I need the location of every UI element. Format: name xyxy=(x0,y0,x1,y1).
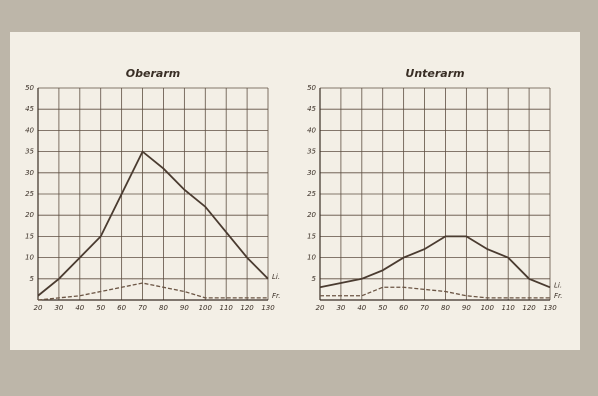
x-tick-label: 130 xyxy=(261,304,275,312)
y-tick-label: 15 xyxy=(307,232,316,240)
x-tick-label: 60 xyxy=(399,304,408,312)
y-tick-label: 20 xyxy=(25,211,34,219)
y-tick-label: 45 xyxy=(25,105,34,113)
x-tick-label: 60 xyxy=(117,304,126,312)
x-tick-label: 110 xyxy=(501,304,515,312)
y-tick-label: 50 xyxy=(307,84,316,92)
x-tick-label: 120 xyxy=(240,304,254,312)
x-tick-label: 80 xyxy=(441,304,450,312)
chart-title: Unterarm xyxy=(405,67,464,80)
x-tick-label: 110 xyxy=(219,304,233,312)
photo: Oberarm 5 10 15 20 25 30 35 40 45 50 20 30 40 50 60 70 80… xyxy=(0,0,598,396)
x-tick-label: 30 xyxy=(336,304,345,312)
series-label: Li. xyxy=(272,273,280,281)
x-tick-label: 20 xyxy=(316,304,325,312)
x-tick-label: 70 xyxy=(420,304,429,312)
y-tick-label: 10 xyxy=(307,254,316,262)
x-tick-label: 90 xyxy=(180,304,189,312)
x-tick-label: 20 xyxy=(34,304,43,312)
x-tick-label: 50 xyxy=(96,304,105,312)
y-tick-label: 35 xyxy=(307,148,316,156)
x-tick-label: 40 xyxy=(357,304,366,312)
y-tick-label: 5 xyxy=(30,275,35,283)
x-tick-label: 30 xyxy=(54,304,63,312)
x-tick-label: 70 xyxy=(138,304,147,312)
y-tick-label: 50 xyxy=(25,84,34,92)
y-tick-label: 30 xyxy=(307,169,316,177)
y-tick-label: 40 xyxy=(307,126,316,134)
chart-title: Oberarm xyxy=(126,67,180,80)
page: {"chart_data": [ {"type": "line", "title… xyxy=(0,0,598,396)
y-tick-label: 15 xyxy=(25,232,34,240)
x-tick-label: 90 xyxy=(462,304,471,312)
y-tick-label: 25 xyxy=(25,190,34,198)
y-tick-label: 40 xyxy=(25,126,34,134)
x-tick-label: 120 xyxy=(522,304,536,312)
y-tick-label: 45 xyxy=(307,105,316,113)
y-tick-label: 5 xyxy=(312,275,317,283)
x-tick-label: 130 xyxy=(543,304,557,312)
card xyxy=(10,32,580,350)
x-tick-label: 80 xyxy=(159,304,168,312)
y-tick-label: 10 xyxy=(25,254,34,262)
y-tick-label: 30 xyxy=(25,169,34,177)
y-tick-label: 35 xyxy=(25,148,34,156)
x-tick-label: 100 xyxy=(481,304,495,312)
series-label: Li. xyxy=(554,281,562,289)
series-label: Fr. xyxy=(272,292,281,300)
x-tick-label: 50 xyxy=(378,304,387,312)
x-tick-label: 100 xyxy=(199,304,213,312)
y-tick-label: 20 xyxy=(307,211,316,219)
y-tick-label: 25 xyxy=(307,190,316,198)
x-tick-label: 40 xyxy=(75,304,84,312)
series-label: Fr. xyxy=(554,292,563,300)
